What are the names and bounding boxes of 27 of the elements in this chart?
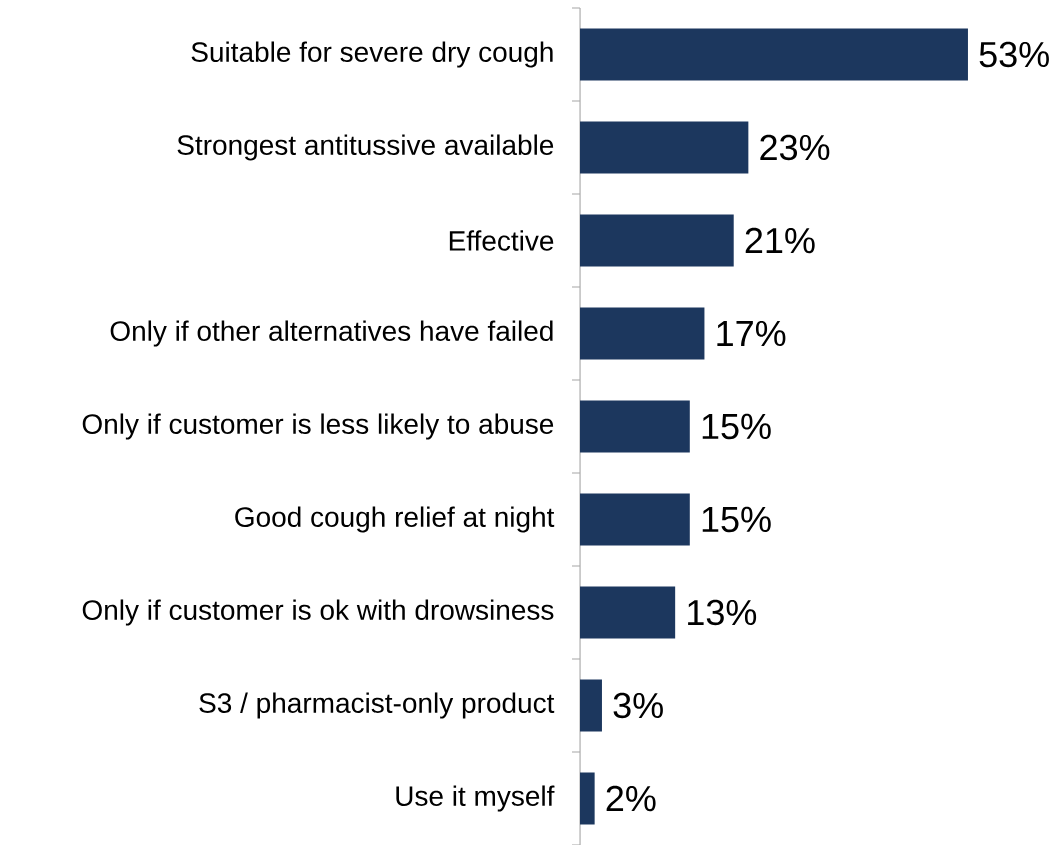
data-label: 23% xyxy=(760,134,830,161)
y-tick-label: Only if customer is less likely to abuse xyxy=(82,413,554,440)
bar xyxy=(580,772,595,825)
bar xyxy=(580,400,690,453)
data-label: 13% xyxy=(688,599,757,626)
y-tick-label: Strongest antitussive available xyxy=(177,134,554,161)
y-tick-label: Only if other alternatives have failed xyxy=(110,320,553,347)
data-label: 15% xyxy=(702,413,771,440)
data-label: 3% xyxy=(613,692,663,719)
bar xyxy=(580,493,690,546)
data-label: 2% xyxy=(606,785,656,812)
data-label: 53% xyxy=(979,41,1049,68)
bar xyxy=(580,214,734,267)
y-tick-label: Suitable for severe dry cough xyxy=(191,41,553,68)
bar xyxy=(580,586,676,639)
y-tick-label: Effective xyxy=(449,230,554,251)
y-tick-label: Use it myself xyxy=(396,785,555,812)
bar xyxy=(580,679,602,732)
y-tick-label: S3 / pharmacist-only product xyxy=(199,692,555,719)
data-label: 15% xyxy=(702,506,771,533)
y-tick-label: Only if customer is ok with drowsiness xyxy=(82,599,554,626)
bar xyxy=(580,307,705,360)
data-label: 21% xyxy=(745,227,815,254)
data-label: 17% xyxy=(717,320,786,347)
bar xyxy=(580,28,968,81)
y-tick-label: Good cough relief at night xyxy=(235,506,555,533)
bar xyxy=(580,121,749,174)
